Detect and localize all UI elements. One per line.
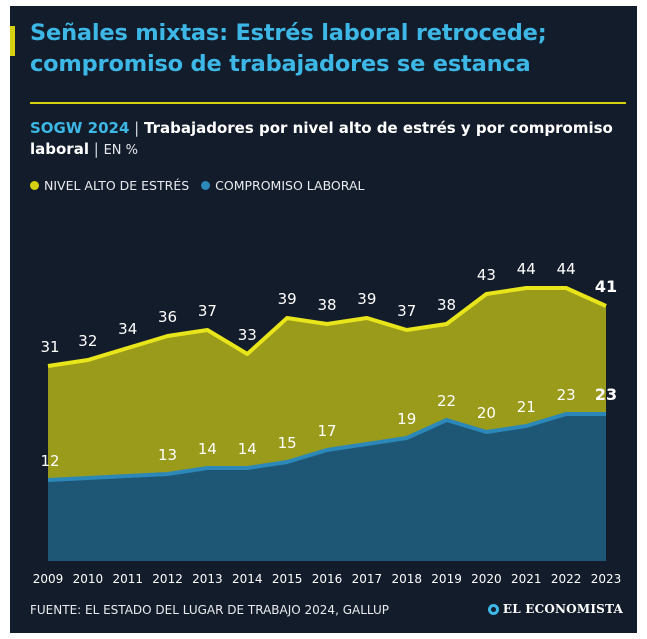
subtitle-main: Trabajadores por nivel alto de estrés y … [30,119,613,158]
source-note: FUENTE: EL ESTADO DEL LUGAR DE TRABAJO 2… [30,603,389,617]
data-label-stress: 31 [40,338,59,356]
x-tick-label: 2014 [232,572,263,586]
legend-dot-engagement-icon [201,181,211,190]
data-label-engagement: 15 [278,434,297,452]
data-label-stress: 39 [357,290,376,308]
data-label-engagement: 22 [437,392,456,410]
x-tick-label: 2018 [391,572,422,586]
data-label-engagement: 19 [397,410,416,428]
legend-label-engagement: COMPROMISO LABORAL [215,178,365,193]
chart-legend: NIVEL ALTO DE ESTRÉS COMPROMISO LABORAL [30,178,590,196]
data-label-stress: 32 [78,332,97,350]
publisher-logo: EL ECONOMISTA [487,602,623,616]
x-tick-label: 2020 [471,572,502,586]
data-label-engagement: 14 [238,440,257,458]
x-tick-label: 2013 [192,572,223,586]
subtitle-separator: | [134,119,140,137]
legend-item-stress: NIVEL ALTO DE ESTRÉS [30,178,189,193]
data-label-stress: 36 [158,308,177,326]
x-tick-label: 2010 [73,572,104,586]
data-label-stress: 38 [437,296,456,314]
data-label-stress: 38 [317,296,336,314]
legend-label-stress: NIVEL ALTO DE ESTRÉS [44,178,190,193]
el-economista-logo-icon [487,603,499,615]
logo-text: EL ECONOMISTA [502,602,623,616]
subtitle-unit: EN % [103,143,139,158]
x-tick-label: 2012 [152,572,183,586]
x-tick-label: 2015 [272,572,303,586]
data-label-stress: 37 [397,302,416,320]
x-tick-label: 2009 [33,572,64,586]
data-label-engagement: 17 [317,422,336,440]
headline: Señales mixtas: Estrés laboral retrocede… [30,20,547,77]
subtitle-unit-separator: | [93,140,99,158]
x-tick-label: 2019 [431,572,462,586]
data-label-engagement: 20 [477,404,496,422]
data-label-engagement: 14 [198,440,217,458]
area-engagement [48,414,606,561]
chart-areas [47,286,607,561]
data-label-stress: 33 [238,326,257,344]
headline-divider [30,102,626,104]
legend-dot-stress-icon [30,181,39,190]
x-tick-label: 2016 [312,572,343,586]
x-tick-label: 2023 [591,572,622,586]
data-label-stress: 43 [477,266,496,284]
chart-subtitle: SOGW 2024 | Trabajadores por nivel alto … [30,118,630,161]
x-tick-label: 2022 [551,572,582,586]
legend-item-engagement: COMPROMISO LABORAL [201,178,364,193]
x-tick-label: 2017 [352,572,383,586]
x-tick-label: 2021 [511,572,542,586]
data-label-engagement: 12 [40,452,59,470]
data-label-engagement: 21 [517,398,536,416]
chart-data-labels: 31 32 34 36 37 33 39 38 39 37 38 43 44 44 41 12 13 14 14 15… [40,260,617,470]
line-stress [47,286,607,368]
subtitle-brand: SOGW 2024 [30,119,130,137]
data-label-engagement: 23 [557,386,576,404]
area-chart: 31 32 34 36 37 33 39 38 39 37 38 43 44 44 41 12 13 14 14 15… [33,260,622,586]
line-engagement [47,412,606,482]
data-label-stress: 44 [557,260,576,278]
data-label-stress: 34 [118,320,137,338]
data-label-stress: 37 [198,302,217,320]
data-label-stress: 39 [278,290,297,308]
chart-card: Señales mixtas: Estrés laboral retrocede… [10,6,637,633]
data-label-engagement: 13 [158,446,177,464]
headline-accent-bar [10,26,15,56]
data-label-engagement: 23 [595,385,617,404]
x-tick-label: 2011 [112,572,143,586]
data-label-stress: 41 [595,277,617,296]
data-label-stress: 44 [517,260,536,278]
chart-x-axis: 2009 2010 2011 2012 2013 2014 2015 2016 2017 2018… [33,572,622,586]
